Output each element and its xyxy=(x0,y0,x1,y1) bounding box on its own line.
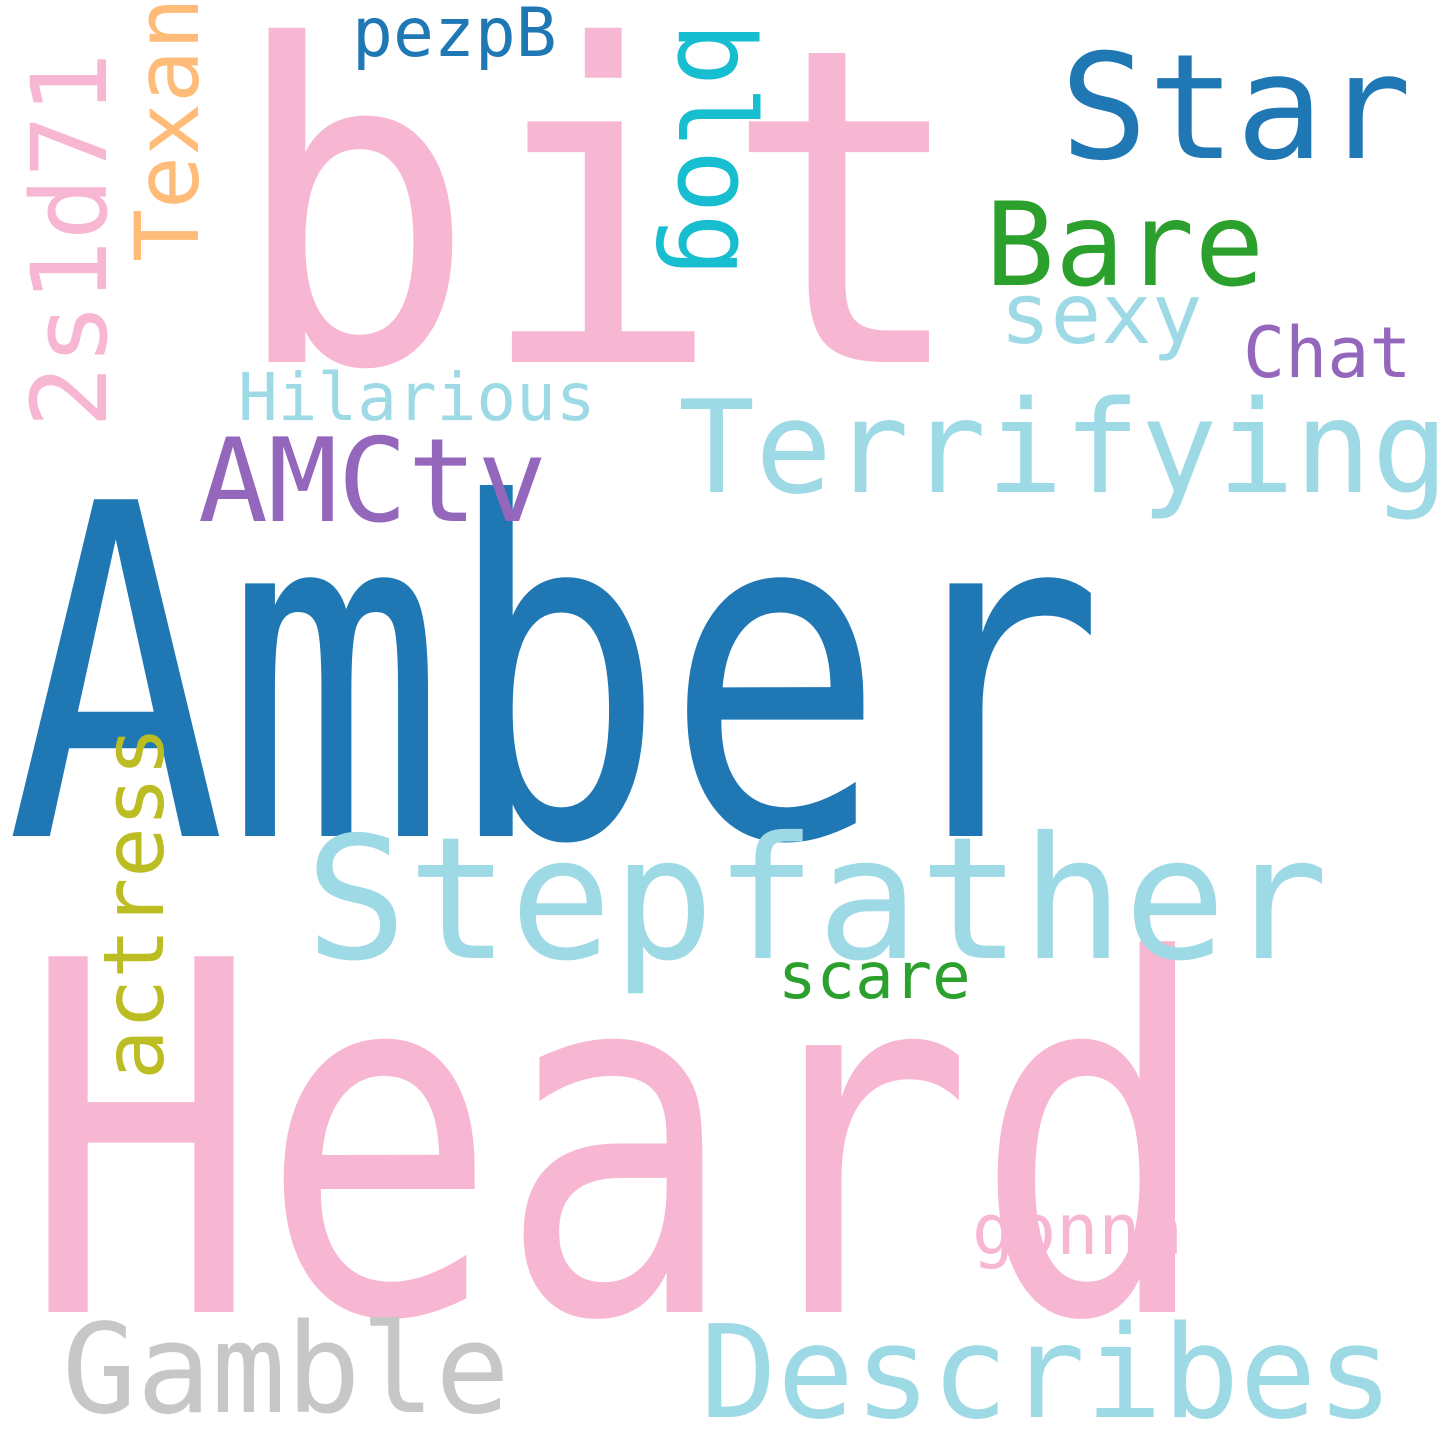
word-gonna: gonna xyxy=(972,1195,1183,1265)
word-texan: Texan xyxy=(124,0,212,262)
word-2s1d71: 2s1d71 xyxy=(18,52,122,428)
word-terrifying: Terrifying xyxy=(678,385,1440,513)
word-gamble: Gamble xyxy=(62,1308,510,1432)
word-hilarious: Hilarious xyxy=(238,365,596,431)
word-scare: scare xyxy=(778,945,971,1009)
word-amctv: AMCtv xyxy=(198,424,547,540)
word-describes: Describes xyxy=(700,1310,1394,1438)
word-actress: actress xyxy=(92,726,176,1080)
word-blog: blog xyxy=(662,22,768,277)
word-chat: Chat xyxy=(1243,318,1412,388)
word-star: Star xyxy=(1060,35,1412,181)
word-sexy: sexy xyxy=(1000,272,1202,356)
word-pezpb: pezpB xyxy=(352,0,557,68)
